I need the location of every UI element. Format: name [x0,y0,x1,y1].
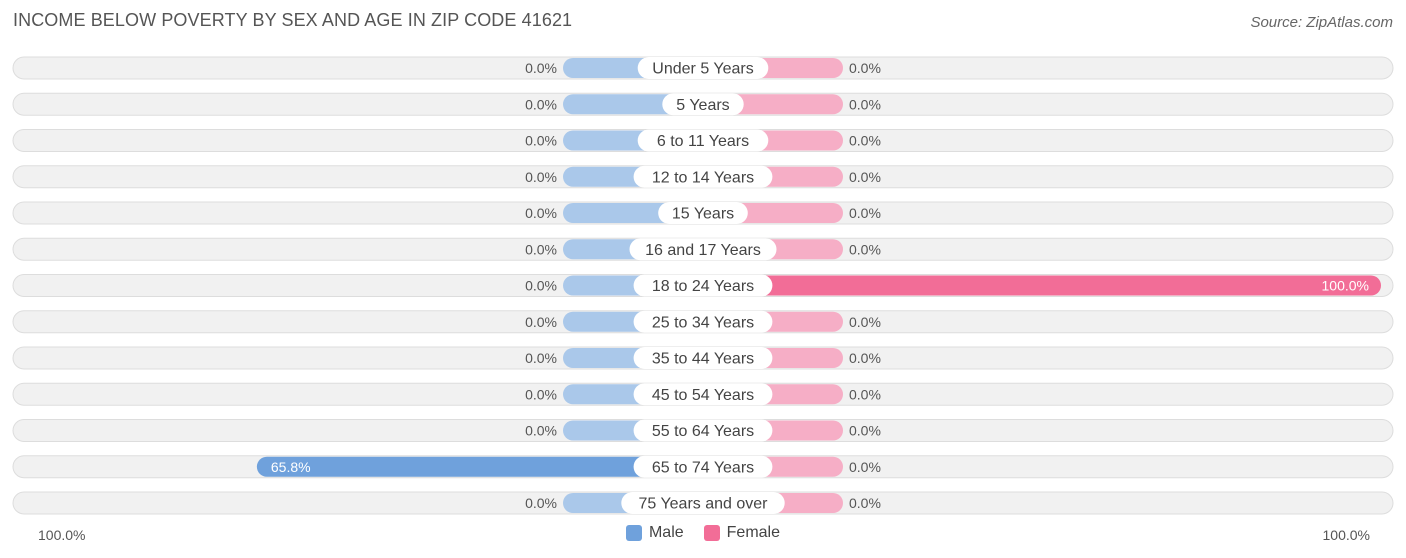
value-label-male: 0.0% [525,423,557,439]
category-label: 6 to 11 Years [657,133,749,150]
category-label: 18 to 24 Years [652,278,754,295]
chart-row: 25 to 34 Years 0.0% 0.0% [12,310,1394,334]
chart-row: 12 to 14 Years 0.0% 0.0% [12,165,1394,189]
value-label-female: 0.0% [849,386,881,402]
category-label: 5 Years [676,97,729,114]
category-label: 15 Years [672,206,734,223]
value-label-male: 0.0% [525,386,557,402]
category-label: 45 to 54 Years [652,387,754,404]
legend-swatch-male [625,525,642,541]
value-label-female: 0.0% [849,314,881,330]
category-label: 35 to 44 Years [652,351,754,368]
category-label: 25 to 34 Years [652,314,754,331]
value-label-male: 0.0% [525,60,557,76]
category-label-bg [633,455,773,478]
value-label-male: 0.0% [525,314,557,330]
category-label: 65 to 74 Years [652,459,754,476]
axis-right-label: 100.0% [1322,527,1370,543]
value-label-female: 0.0% [849,205,881,221]
category-label-bg [633,383,773,406]
value-label-male: 0.0% [525,495,557,511]
category-label-bg [633,347,773,369]
legend-swatch-female [703,525,720,541]
value-label-male: 0.0% [525,205,557,221]
chart-row: 55 to 64 Years 0.0% 0.0% [12,419,1394,442]
chart-row: 15 Years 0.0% 0.0% [12,201,1394,225]
value-label-male: 0.0% [525,133,557,149]
category-label-bg [633,419,773,442]
category-label: 75 Years and over [639,496,769,513]
value-label-female: 0.0% [849,169,881,185]
axis-left-label: 100.0% [38,527,86,543]
value-label-female: 0.0% [849,495,881,511]
value-label-female: 0.0% [849,423,881,439]
value-label-female: 0.0% [849,96,881,112]
category-label-bg [629,238,777,261]
category-label: 55 to 64 Years [652,423,754,440]
chart-row: 16 and 17 Years 0.0% 0.0% [12,237,1394,261]
chart-row: 45 to 54 Years 0.0% 0.0% [12,382,1394,406]
value-label-male: 0.0% [525,169,557,185]
category-label-bg [621,492,785,514]
category-label-bg [662,93,744,116]
legend-label-female: Female [726,524,781,541]
category-label-bg [658,202,748,224]
value-label-male: 0.0% [525,350,557,366]
category-label-bg [637,57,769,79]
value-label-male: 0.0% [525,96,557,112]
legend-item-male: Male [625,524,684,542]
bar-male [256,456,703,477]
legend-item-female: Female [703,524,781,542]
chart-row: 35 to 44 Years 0.0% 0.0% [12,346,1394,370]
chart-row: Under 5 Years 0.0% 0.0% [12,56,1394,80]
category-label: Under 5 Years [652,61,753,78]
chart-title: INCOME BELOW POVERTY BY SEX AND AGE IN Z… [13,10,573,30]
value-label-female: 0.0% [849,459,881,475]
category-label-bg [637,129,769,152]
value-label-male: 65.8% [271,459,311,475]
chart-row: 5 Years 0.0% 0.0% [12,92,1394,116]
chart-row: 75 Years and over 0.0% 0.0% [12,491,1394,515]
value-label-male: 0.0% [525,241,557,257]
legend-label-male: Male [648,524,684,541]
chart-row: 18 to 24 Years 0.0% 100.0% [12,274,1394,297]
legend: Male Female [0,524,1406,542]
chart-row: 65 to 74 Years 65.8% 0.0% [12,455,1394,479]
chart-source: Source: ZipAtlas.com [1250,14,1393,31]
category-label-bg [633,165,773,188]
value-label-female: 100.0% [1322,278,1369,294]
value-label-female: 0.0% [849,241,881,257]
value-label-female: 0.0% [849,350,881,366]
category-label-bg [633,310,773,333]
chart-row: 6 to 11 Years 0.0% 0.0% [12,129,1394,152]
value-label-male: 0.0% [525,278,557,294]
category-label-bg [633,274,773,297]
category-label: 16 and 17 Years [645,242,761,259]
bar-female [703,275,1381,296]
value-label-female: 0.0% [849,60,881,76]
category-label: 12 to 14 Years [652,169,754,186]
value-label-female: 0.0% [849,133,881,149]
